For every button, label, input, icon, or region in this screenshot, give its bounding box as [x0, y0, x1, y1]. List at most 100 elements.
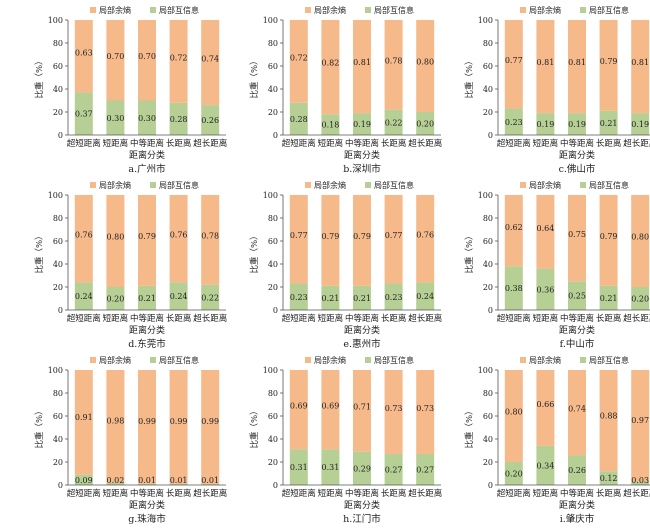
legend-swatch-surplus: [90, 7, 96, 13]
y-tick-label: 20: [483, 283, 493, 292]
x-tick-label: 长距离: [166, 313, 192, 324]
legend: 局部余熵 局部互信息: [520, 180, 629, 190]
legend-label-surplus: 局部余熵: [314, 180, 346, 190]
y-tick-label: 20: [483, 108, 493, 117]
x-tick-label: 超短距离: [282, 313, 316, 324]
data-label-mutual: 0.28: [170, 115, 188, 124]
bar-mutual-info: [321, 449, 340, 485]
data-label-mutual: 0.26: [201, 116, 219, 125]
y-tick-label: 20: [268, 283, 278, 292]
data-label-mutual: 0.21: [600, 294, 618, 303]
chart-panel: 局部余熵 局部互信息 0.28 0.72 超短距离 0.18 0.82 短距离 0.19 0.81…: [249, 5, 442, 175]
data-label-mutual: 0.20: [416, 120, 434, 129]
bar-mutual-info: [631, 113, 650, 135]
bar-mutual-info: [169, 483, 188, 485]
y-axis-label: 比重（%）: [464, 406, 475, 448]
legend-label-mutual: 局部互信息: [589, 355, 629, 365]
y-tick-label: 100: [48, 366, 63, 375]
x-tick-label: 中等距离: [130, 138, 164, 149]
y-tick-label: 80: [53, 214, 63, 223]
data-label-mutual: 0.02: [106, 476, 124, 485]
data-label-mutual: 0.23: [290, 293, 308, 302]
bar-mutual-info: [169, 282, 188, 310]
y-tick-label: 80: [268, 389, 278, 398]
bar-mutual-info: [106, 287, 125, 310]
data-label-surplus: 0.69: [290, 402, 308, 411]
bar-mutual-info: [384, 109, 403, 135]
bar-mutual-info: [536, 268, 555, 310]
panel-title: d.东莞市: [128, 338, 166, 350]
data-label-surplus: 0.79: [600, 232, 618, 241]
data-label-mutual: 0.21: [600, 119, 618, 128]
y-tick-label: 40: [268, 435, 278, 444]
bar-mutual-info: [599, 110, 618, 135]
y-tick-label: 100: [263, 16, 278, 25]
x-tick-label: 中等距离: [560, 313, 594, 324]
y-axis-label: 比重（%）: [249, 56, 260, 98]
legend-label-mutual: 局部互信息: [374, 5, 414, 15]
x-tick-label: 超长距离: [193, 138, 227, 149]
legend-label-surplus: 局部余熵: [529, 5, 561, 15]
bar-surplus-entropy: [74, 370, 93, 475]
data-label-surplus: 0.81: [631, 58, 649, 67]
x-tick-label: 超长距离: [408, 138, 442, 149]
panel-title: c.佛山市: [559, 163, 596, 175]
data-label-mutual: 0.22: [201, 293, 219, 302]
y-tick-label: 0: [58, 131, 63, 140]
bar-mutual-info: [138, 285, 156, 310]
data-label-surplus: 0.80: [505, 407, 523, 416]
y-axis-label: 比重（%）: [34, 56, 45, 98]
panel-title: b.深圳市: [343, 163, 381, 175]
x-axis-label: 距离分类: [559, 324, 595, 336]
bar-surplus-entropy: [353, 20, 371, 114]
data-label-surplus: 0.76: [75, 230, 93, 239]
data-label-surplus: 0.70: [106, 52, 124, 61]
bar-surplus-entropy: [631, 370, 650, 482]
data-label-surplus: 0.79: [321, 232, 339, 241]
x-tick-label: 超长距离: [408, 488, 442, 499]
x-tick-label: 超长距离: [623, 488, 650, 499]
y-axis-label: 比重（%）: [249, 231, 260, 273]
y-tick-label: 80: [53, 39, 63, 48]
data-label-surplus: 0.81: [568, 58, 586, 67]
y-tick-label: 0: [58, 306, 63, 315]
x-tick-label: 中等距离: [130, 488, 164, 499]
data-label-surplus: 0.78: [385, 56, 403, 65]
data-label-surplus: 0.80: [416, 57, 434, 66]
x-tick-label: 短距离: [318, 138, 344, 149]
y-tick-label: 0: [273, 131, 278, 140]
data-label-surplus: 0.98: [106, 417, 124, 426]
legend-label-mutual: 局部互信息: [589, 180, 629, 190]
legend-swatch-mutual: [580, 7, 586, 13]
x-tick-label: 长距离: [381, 313, 407, 324]
chart-panel: 局部余熵 局部互信息 0.38 0.62 超短距离 0.36 0.64 短距离 0.25 0.75…: [464, 180, 650, 350]
bar-mutual-info: [169, 102, 188, 135]
bar-mutual-info: [631, 287, 650, 310]
bar-mutual-info: [74, 474, 93, 485]
data-label-mutual: 0.37: [75, 110, 93, 119]
legend: 局部余熵 局部互信息: [520, 355, 629, 365]
data-label-surplus: 0.81: [353, 58, 371, 67]
data-label-surplus: 0.64: [536, 224, 554, 233]
x-tick-label: 长距离: [381, 138, 407, 149]
x-tick-label: 超长距离: [408, 313, 442, 324]
x-tick-label: 超长距离: [193, 313, 227, 324]
bar-surplus-entropy: [289, 370, 308, 450]
y-tick-label: 20: [53, 283, 63, 292]
y-tick-label: 60: [483, 62, 493, 71]
legend-swatch-surplus: [305, 357, 311, 363]
x-axis-label: 距离分类: [129, 149, 165, 161]
x-tick-label: 中等距离: [345, 488, 379, 499]
bar-mutual-info: [353, 285, 371, 310]
legend: 局部余熵 局部互信息: [90, 5, 199, 15]
bar-mutual-info: [504, 462, 523, 485]
panel-title: h.江门市: [343, 513, 381, 525]
y-tick-label: 20: [268, 108, 278, 117]
legend-swatch-surplus: [90, 182, 96, 188]
bar-surplus-entropy: [599, 195, 618, 286]
y-tick-label: 20: [483, 458, 493, 467]
x-tick-label: 短距离: [533, 488, 559, 499]
y-tick-label: 80: [483, 39, 493, 48]
bar-mutual-info: [568, 455, 586, 485]
bar-surplus-entropy: [321, 20, 340, 115]
